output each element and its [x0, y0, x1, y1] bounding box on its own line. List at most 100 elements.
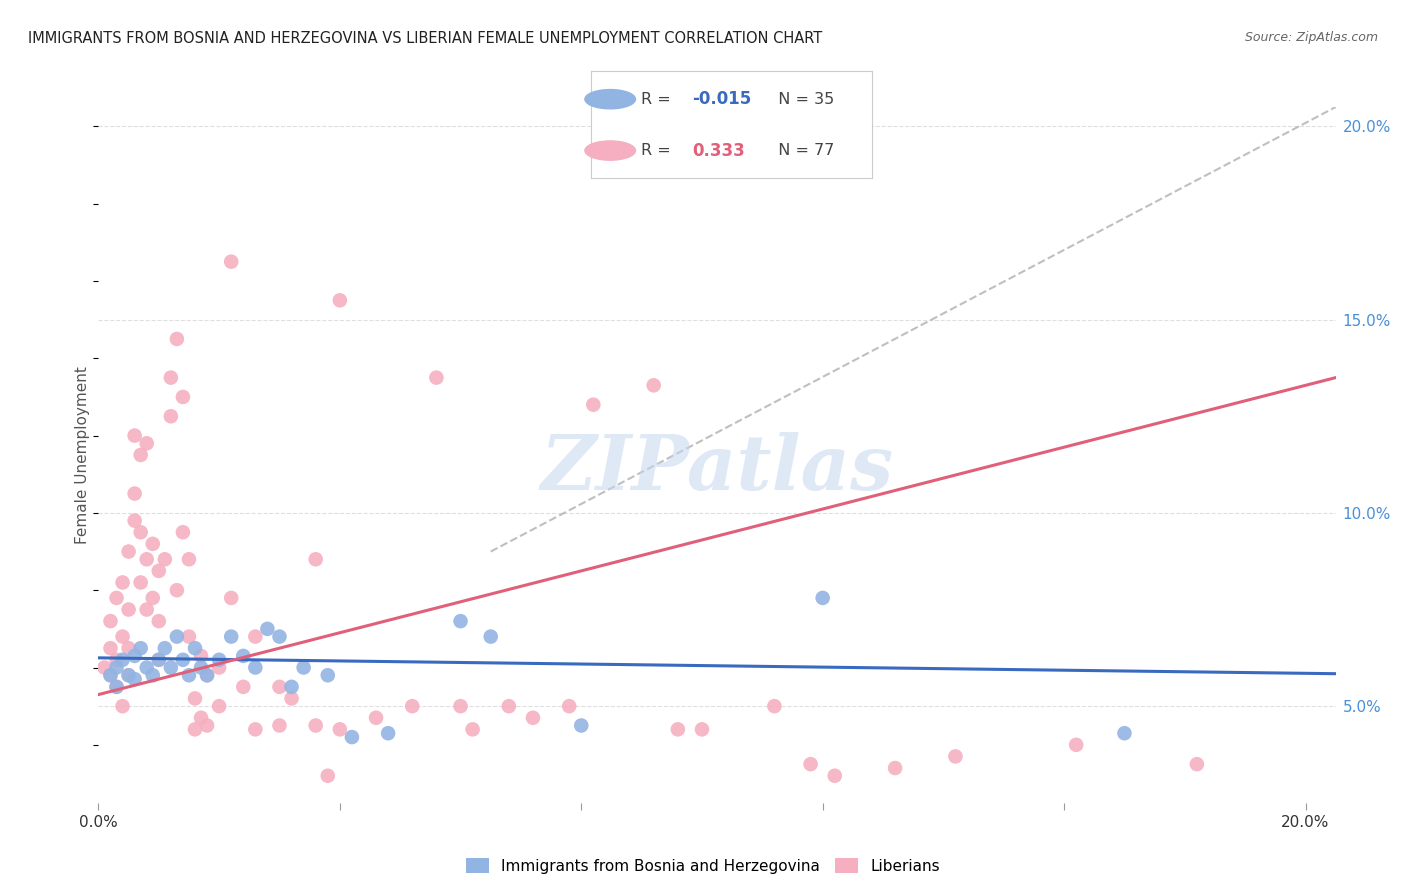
- Point: [135, 552, 157, 566]
- Point: [824, 769, 846, 783]
- Point: [195, 668, 218, 682]
- Point: [190, 648, 212, 663]
- Point: [166, 583, 188, 598]
- Point: [425, 370, 447, 384]
- Point: [124, 672, 146, 686]
- Point: [148, 614, 170, 628]
- Y-axis label: Female Unemployment: Female Unemployment: [75, 366, 90, 544]
- Point: [172, 390, 194, 404]
- Point: [208, 653, 231, 667]
- Point: [135, 602, 157, 616]
- Point: [269, 630, 291, 644]
- Point: [100, 668, 122, 682]
- Point: [316, 668, 339, 682]
- Text: N = 77: N = 77: [768, 143, 834, 158]
- Point: [142, 537, 165, 551]
- Point: [190, 711, 212, 725]
- Point: [135, 436, 157, 450]
- Point: [256, 622, 278, 636]
- Point: [245, 723, 267, 737]
- Point: [129, 448, 152, 462]
- Point: [184, 723, 207, 737]
- Point: [269, 718, 291, 732]
- Point: [129, 641, 152, 656]
- Point: [569, 718, 592, 732]
- Point: [153, 641, 176, 656]
- Point: [160, 409, 183, 424]
- Point: [1064, 738, 1087, 752]
- Point: [142, 668, 165, 682]
- Point: [884, 761, 907, 775]
- Point: [117, 544, 139, 558]
- Point: [172, 653, 194, 667]
- Point: [582, 398, 605, 412]
- Point: [522, 711, 544, 725]
- Point: [124, 648, 146, 663]
- Text: R =: R =: [641, 92, 676, 107]
- Point: [105, 680, 128, 694]
- Point: [135, 660, 157, 674]
- Point: [105, 591, 128, 605]
- Text: 0.333: 0.333: [692, 142, 745, 160]
- Point: [269, 680, 291, 694]
- Point: [1114, 726, 1136, 740]
- Point: [316, 769, 339, 783]
- Point: [177, 668, 200, 682]
- Point: [643, 378, 665, 392]
- Point: [142, 591, 165, 605]
- Point: [160, 660, 183, 674]
- Point: [111, 575, 134, 590]
- Point: [219, 591, 242, 605]
- Text: IMMIGRANTS FROM BOSNIA AND HERZEGOVINA VS LIBERIAN FEMALE UNEMPLOYMENT CORRELATI: IMMIGRANTS FROM BOSNIA AND HERZEGOVINA V…: [28, 31, 823, 46]
- Legend: Immigrants from Bosnia and Herzegovina, Liberians: Immigrants from Bosnia and Herzegovina, …: [460, 852, 946, 880]
- Text: Source: ZipAtlas.com: Source: ZipAtlas.com: [1244, 31, 1378, 45]
- Point: [329, 723, 352, 737]
- Point: [100, 614, 122, 628]
- Point: [479, 630, 502, 644]
- Point: [450, 699, 472, 714]
- Point: [177, 630, 200, 644]
- Point: [124, 428, 146, 442]
- Text: -0.015: -0.015: [692, 90, 751, 108]
- Point: [190, 660, 212, 674]
- Point: [377, 726, 399, 740]
- Point: [1185, 757, 1208, 772]
- Point: [184, 641, 207, 656]
- Point: [232, 648, 254, 663]
- Point: [461, 723, 484, 737]
- Point: [195, 718, 218, 732]
- Point: [124, 486, 146, 500]
- Point: [245, 660, 267, 674]
- Point: [450, 614, 472, 628]
- Point: [232, 680, 254, 694]
- Point: [105, 660, 128, 674]
- Point: [160, 370, 183, 384]
- Point: [100, 641, 122, 656]
- Point: [498, 699, 520, 714]
- Point: [690, 723, 713, 737]
- Point: [195, 668, 218, 682]
- Text: ZIPatlas: ZIPatlas: [540, 432, 894, 506]
- Point: [117, 641, 139, 656]
- Point: [184, 691, 207, 706]
- Point: [340, 730, 363, 744]
- Point: [208, 699, 231, 714]
- Point: [100, 668, 122, 682]
- Point: [177, 552, 200, 566]
- Point: [763, 699, 786, 714]
- Point: [172, 525, 194, 540]
- Point: [800, 757, 823, 772]
- Point: [129, 575, 152, 590]
- Point: [153, 552, 176, 566]
- Point: [166, 630, 188, 644]
- Point: [305, 552, 328, 566]
- Point: [280, 680, 302, 694]
- Point: [292, 660, 315, 674]
- Point: [129, 525, 152, 540]
- Point: [280, 691, 302, 706]
- Point: [208, 660, 231, 674]
- Text: R =: R =: [641, 143, 681, 158]
- Point: [111, 699, 134, 714]
- Point: [117, 668, 139, 682]
- Point: [93, 660, 115, 674]
